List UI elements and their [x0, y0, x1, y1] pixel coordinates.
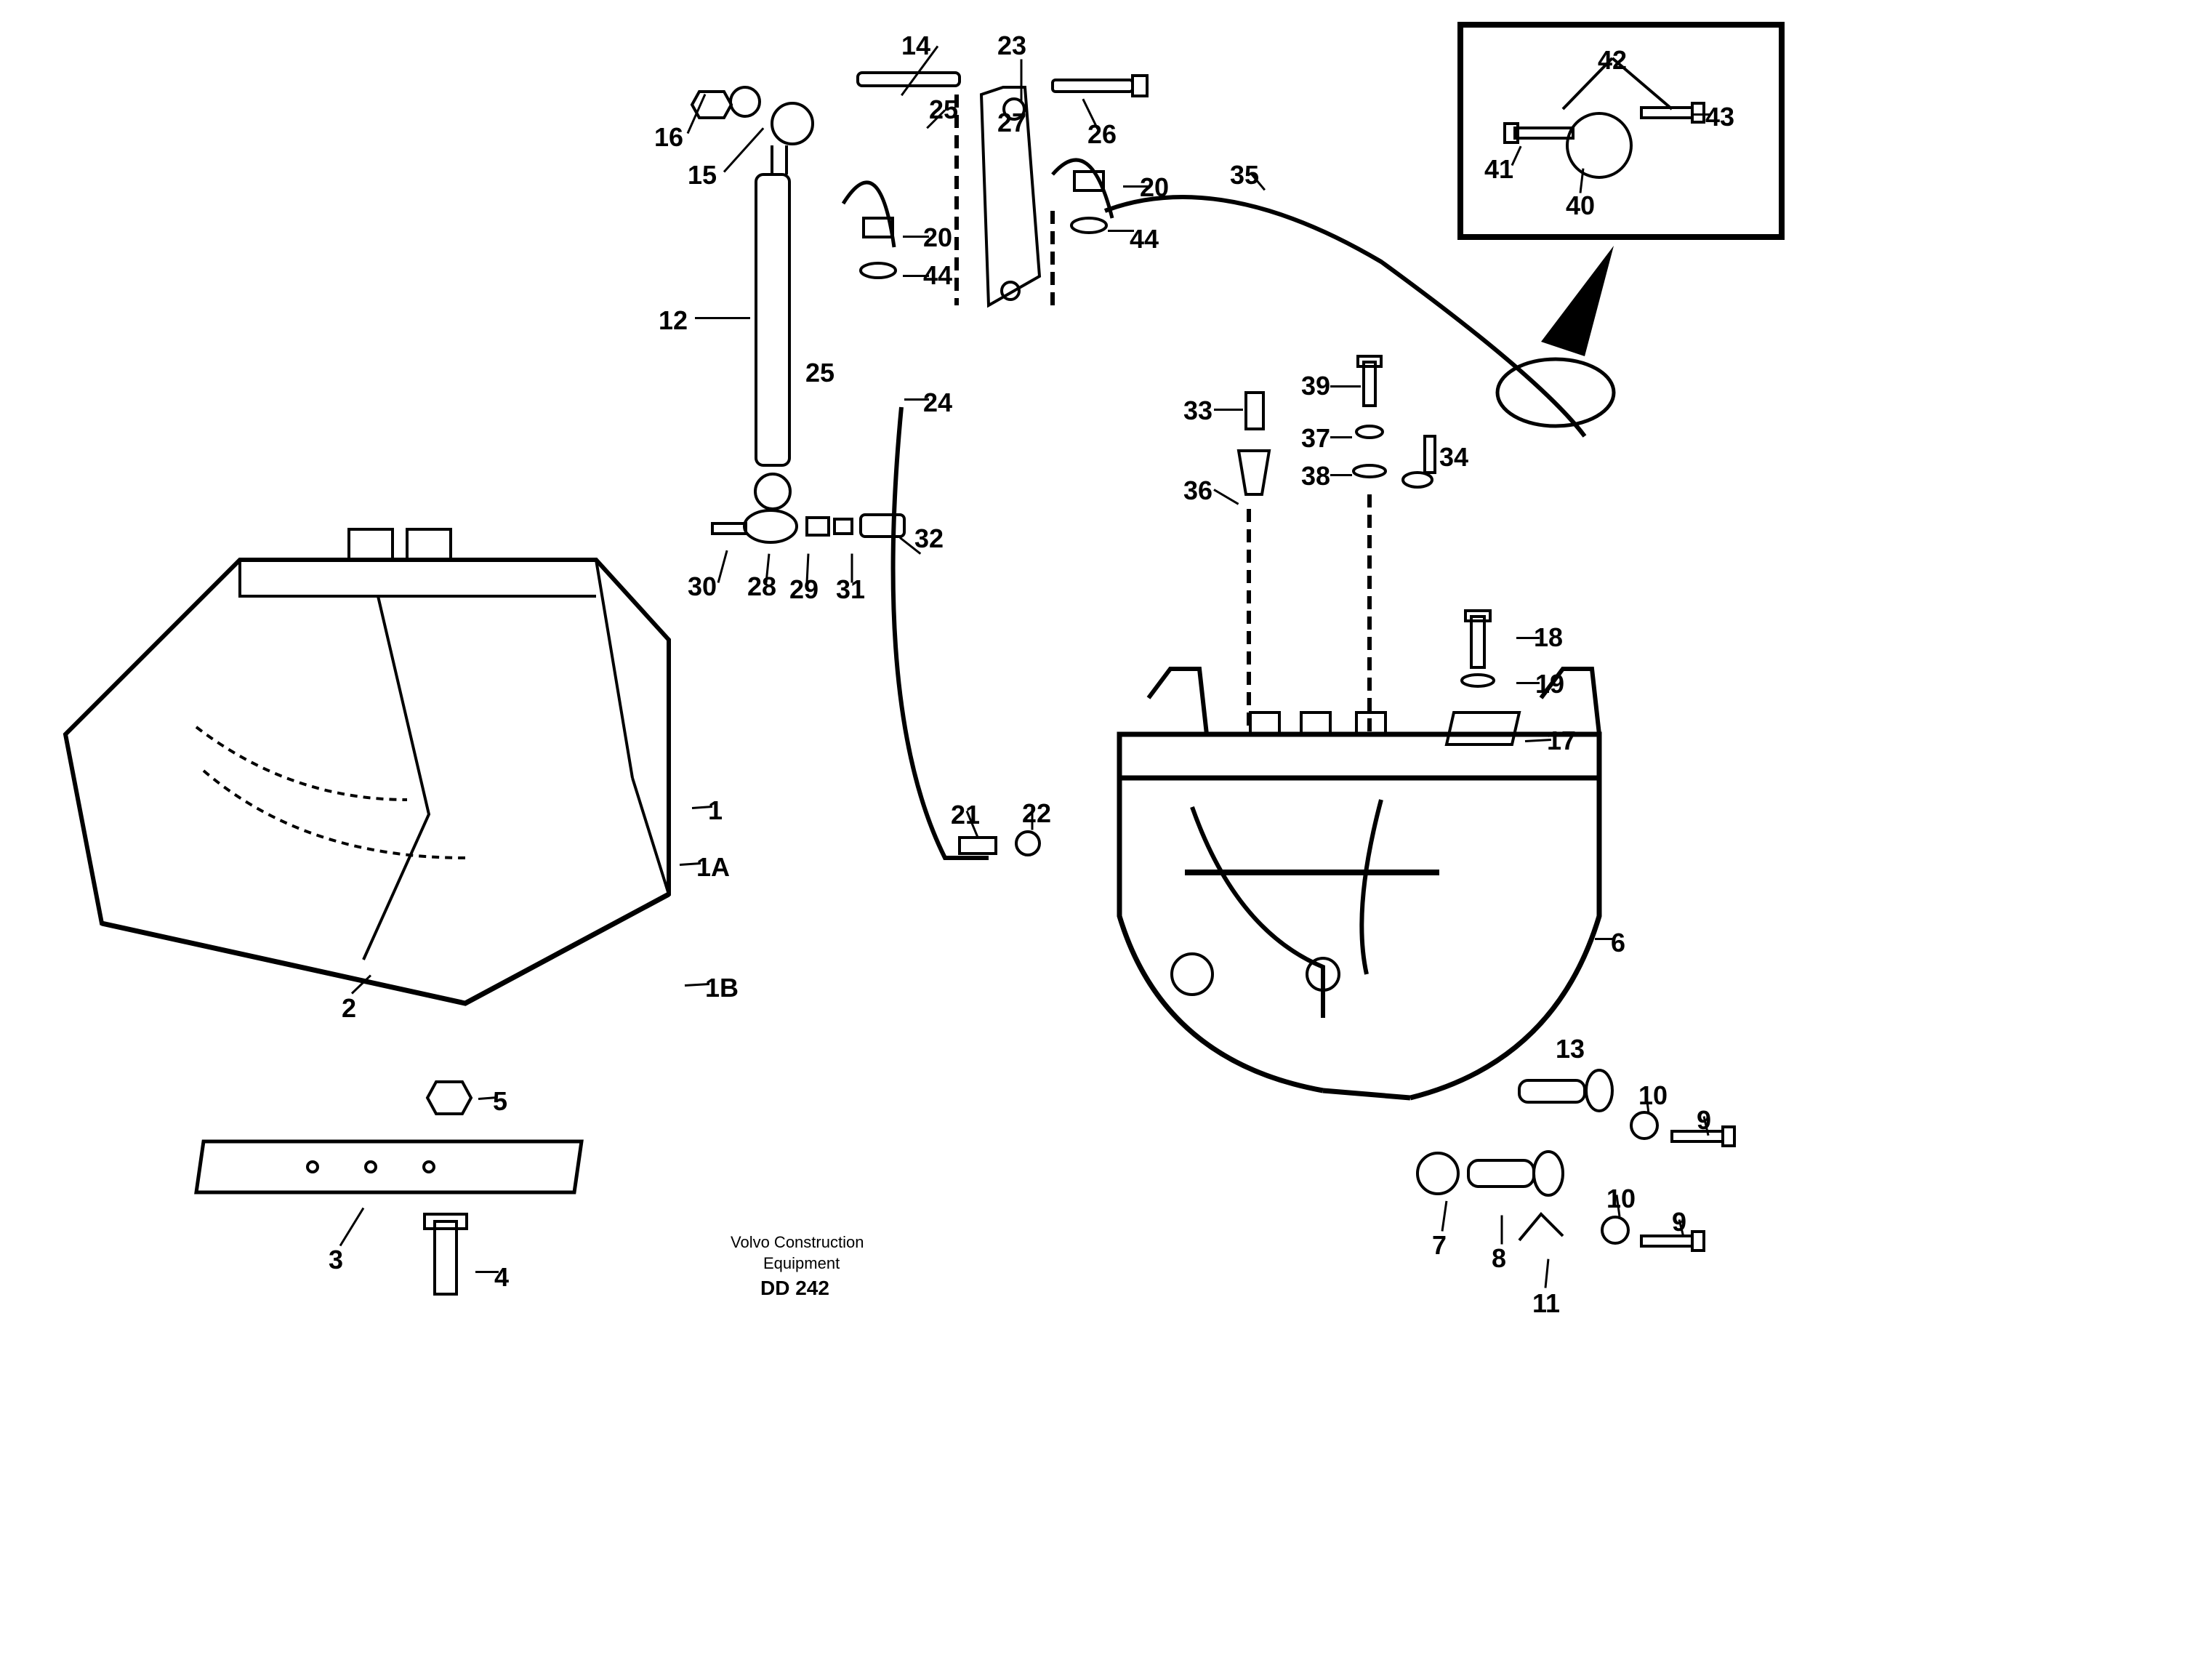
leader-33: [1214, 409, 1243, 411]
callout-33: 33: [1183, 396, 1212, 426]
leader-37: [1330, 436, 1352, 438]
callout-27: 27: [997, 108, 1026, 138]
callout-38: 38: [1301, 461, 1330, 491]
callout-2: 2: [342, 993, 356, 1024]
callout-28: 28: [747, 571, 776, 602]
leader-8: [1501, 1216, 1503, 1245]
callout-4: 4: [494, 1262, 509, 1293]
callout-40: 40: [1566, 190, 1595, 221]
callout-8: 8: [1492, 1243, 1506, 1274]
callout-39: 39: [1301, 371, 1330, 401]
callout-19: 19: [1535, 669, 1564, 699]
callout-6: 6: [1611, 928, 1625, 958]
callout-10: 10: [1638, 1080, 1668, 1111]
callout-37: 37: [1301, 423, 1330, 454]
leader-38: [1330, 474, 1352, 476]
diagram-container: 1423251627152620203544441239332537243436…: [0, 0, 2212, 1662]
manufacturer-sublabel: Equipment: [763, 1254, 840, 1273]
callout-12: 12: [659, 305, 688, 336]
callout-25: 25: [805, 358, 834, 388]
callout-13: 13: [1556, 1034, 1585, 1064]
leader-20: [903, 236, 929, 238]
callout-20: 20: [923, 222, 952, 253]
callout-42: 42: [1598, 45, 1627, 76]
callout-44: 44: [1130, 224, 1159, 254]
callout-36: 36: [1183, 475, 1212, 506]
leader-44: [1108, 230, 1134, 232]
leader-31: [851, 554, 853, 583]
callout-22: 22: [1022, 798, 1051, 829]
callout-29: 29: [789, 574, 819, 605]
callout-35: 35: [1230, 160, 1259, 190]
leader-43: [1692, 113, 1710, 116]
callout-11: 11: [1532, 1288, 1560, 1319]
callout-24: 24: [923, 388, 952, 418]
leader-18: [1516, 637, 1540, 639]
leader-39: [1330, 385, 1361, 388]
callout-34: 34: [1439, 442, 1468, 473]
diagram-id: DD 242: [760, 1277, 829, 1300]
callout-3: 3: [329, 1245, 343, 1275]
callout-1A: 1A: [696, 852, 730, 883]
callout-43: 43: [1705, 102, 1734, 132]
manufacturer-label: Volvo Construction: [731, 1233, 864, 1252]
leader-22: [1031, 807, 1034, 830]
leader-24: [904, 398, 929, 401]
callout-26: 26: [1087, 119, 1117, 150]
callout-15: 15: [688, 160, 717, 190]
callout-41: 41: [1484, 154, 1513, 185]
leader-20: [1123, 185, 1149, 188]
callout-1: 1: [708, 795, 723, 826]
leader-23: [1021, 60, 1023, 103]
callout-10: 10: [1606, 1184, 1636, 1214]
callout-5: 5: [493, 1086, 507, 1117]
callout-14: 14: [901, 31, 930, 61]
callout-20: 20: [1140, 172, 1169, 203]
leader-19: [1516, 682, 1540, 684]
callout-21: 21: [951, 800, 980, 830]
callout-1B: 1B: [705, 973, 739, 1003]
callout-30: 30: [688, 571, 717, 602]
callout-23: 23: [997, 31, 1026, 61]
callout-7: 7: [1432, 1230, 1447, 1261]
leader-12: [695, 317, 750, 319]
callout-32: 32: [914, 523, 944, 554]
leader-4: [475, 1271, 499, 1273]
technical-schematic: [0, 0, 2212, 1662]
callout-16: 16: [654, 122, 683, 153]
leader-44: [903, 275, 929, 277]
leader-6: [1595, 938, 1615, 940]
